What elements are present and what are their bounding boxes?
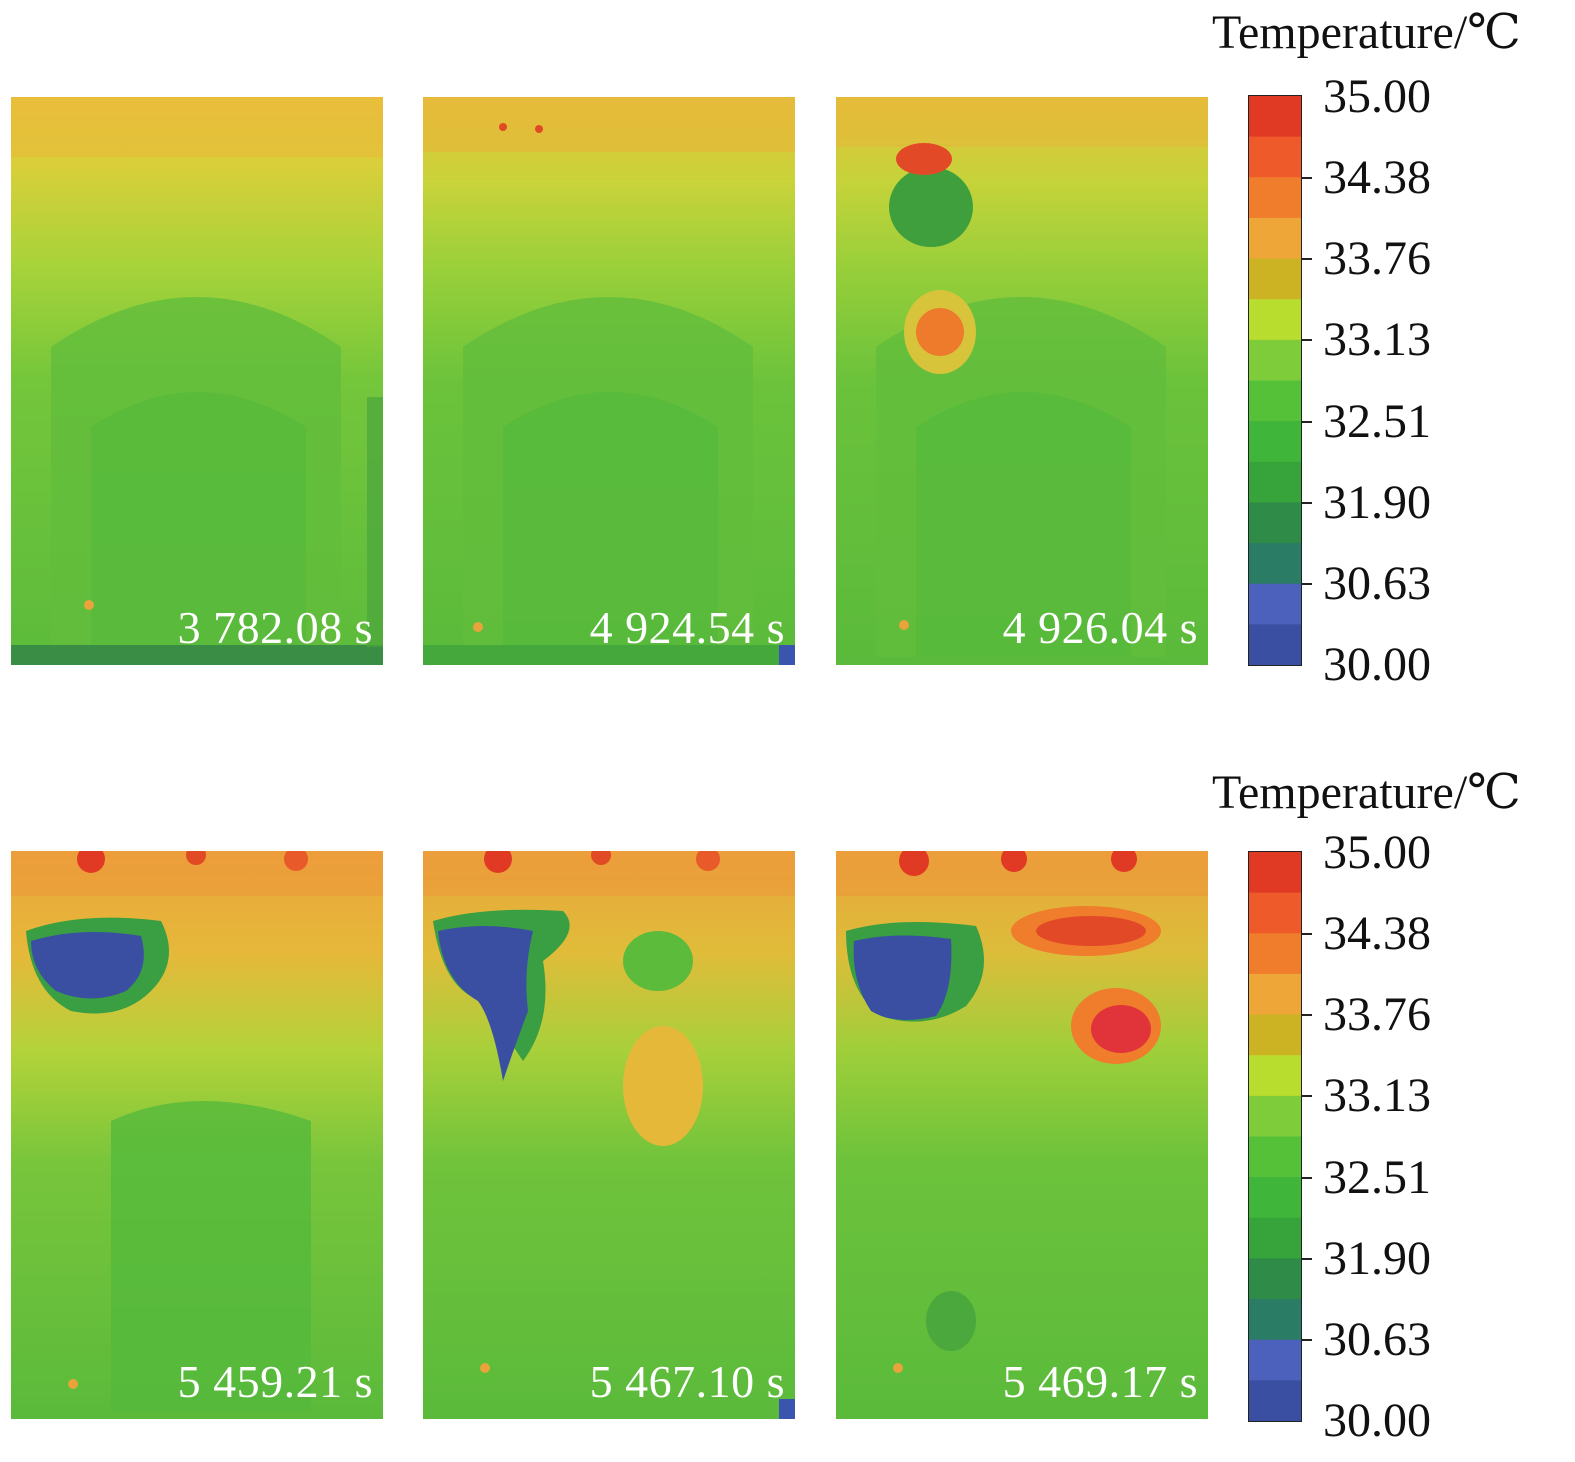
colorbar-tick xyxy=(1302,1338,1312,1341)
colorbar-2 xyxy=(1248,851,1302,1422)
colorbar-tick-label: 32.51 xyxy=(1323,1150,1431,1204)
colorbar-tick xyxy=(1302,1176,1312,1179)
colorbar-tick-label: 35.00 xyxy=(1323,826,1431,879)
timestamp-label: 4 924.54 s xyxy=(589,602,785,653)
thermal-image-2 xyxy=(423,97,795,665)
colorbar-band xyxy=(1249,1299,1301,1341)
colorbar-tick-label: 30.00 xyxy=(1323,1394,1431,1447)
colorbar-tick-label: 31.90 xyxy=(1323,475,1431,529)
colorbar-tick-label: 32.51 xyxy=(1323,394,1431,448)
colorbar-tick xyxy=(1302,1014,1312,1017)
colorbar-band xyxy=(1249,1258,1301,1300)
timestamp-label: 5 469.17 s xyxy=(1002,1356,1198,1407)
colorbar-band xyxy=(1249,421,1301,463)
colorbar-band xyxy=(1249,258,1301,300)
timestamp-label: 5 467.10 s xyxy=(589,1356,785,1407)
colorbar-band xyxy=(1249,136,1301,178)
colorbar-title-2: Temperature/℃ xyxy=(1212,766,1521,819)
colorbar-gradient-2 xyxy=(1249,852,1301,1421)
colorbar-tick xyxy=(1302,933,1312,936)
colorbar-band xyxy=(1249,177,1301,219)
colorbar-band xyxy=(1249,852,1301,894)
colorbar-tick-label: 33.76 xyxy=(1323,988,1431,1042)
thermal-image-5 xyxy=(423,851,795,1419)
timestamp-label: 5 459.21 s xyxy=(177,1356,373,1407)
colorbar-band xyxy=(1249,339,1301,382)
colorbar-tick xyxy=(1302,258,1312,261)
colorbar-band xyxy=(1249,1177,1301,1219)
colorbar-band xyxy=(1249,1014,1301,1056)
colorbar-tick-label: 30.00 xyxy=(1323,638,1431,691)
colorbar-tick xyxy=(1302,1257,1312,1260)
colorbar-band xyxy=(1249,502,1301,544)
colorbar-tick-label: 34.38 xyxy=(1323,151,1431,205)
colorbar-band xyxy=(1249,1055,1301,1097)
thermal-panel-6: 5 469.17 s xyxy=(836,851,1208,1419)
colorbar-tick xyxy=(1302,1095,1312,1098)
colorbar-band xyxy=(1249,299,1301,341)
colorbar-band xyxy=(1249,380,1301,422)
colorbar-tick-label: 35.00 xyxy=(1323,70,1431,123)
thermal-panel-5: 5 467.10 s xyxy=(423,851,795,1419)
colorbar-band xyxy=(1249,461,1301,504)
colorbar-band xyxy=(1249,543,1301,585)
colorbar-tick xyxy=(1302,582,1312,585)
colorbar-band xyxy=(1249,96,1301,138)
colorbar-band xyxy=(1249,1095,1301,1138)
thermal-panel-2: 4 924.54 s xyxy=(423,97,795,665)
colorbar-band xyxy=(1249,217,1301,260)
thermal-image-6 xyxy=(836,851,1208,1419)
colorbar-band xyxy=(1249,1339,1301,1381)
colorbar-band xyxy=(1249,583,1301,625)
thermal-panel-4: 5 459.21 s xyxy=(11,851,383,1419)
timestamp-label: 3 782.08 s xyxy=(177,602,373,653)
colorbar-title-1: Temperature/℃ xyxy=(1212,6,1521,59)
colorbar-band xyxy=(1249,624,1301,665)
colorbar-tick-label: 33.13 xyxy=(1323,1069,1431,1123)
colorbar-band xyxy=(1249,892,1301,934)
colorbar-tick-label: 33.76 xyxy=(1323,232,1431,286)
colorbar-tick-label: 34.38 xyxy=(1323,907,1431,961)
colorbar-tick-label: 30.63 xyxy=(1323,1312,1431,1366)
colorbar-band xyxy=(1249,1217,1301,1260)
colorbar-tick-label: 30.63 xyxy=(1323,556,1431,610)
thermal-image-1 xyxy=(11,97,383,665)
thermal-panel-1: 3 782.08 s xyxy=(11,97,383,665)
colorbar-band xyxy=(1249,973,1301,1016)
colorbar-band xyxy=(1249,933,1301,975)
thermal-panel-3: 4 926.04 s xyxy=(836,97,1208,665)
thermal-image-3 xyxy=(836,97,1208,665)
colorbar-tick xyxy=(1302,501,1312,504)
thermal-image-4 xyxy=(11,851,383,1419)
colorbar-1 xyxy=(1248,95,1302,666)
colorbar-tick xyxy=(1302,177,1312,180)
colorbar-band xyxy=(1249,1136,1301,1178)
colorbar-gradient-1 xyxy=(1249,96,1301,665)
colorbar-tick-label: 31.90 xyxy=(1323,1231,1431,1285)
colorbar-tick-label: 33.13 xyxy=(1323,313,1431,367)
colorbar-tick xyxy=(1302,339,1312,342)
colorbar-band xyxy=(1249,1380,1301,1421)
timestamp-label: 4 926.04 s xyxy=(1002,602,1198,653)
colorbar-tick xyxy=(1302,420,1312,423)
